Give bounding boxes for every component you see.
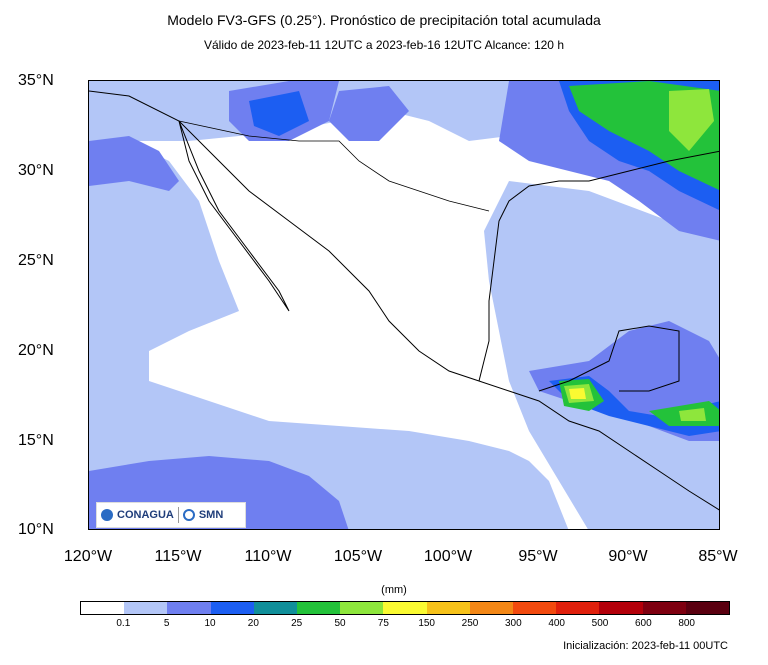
north-mid-precip	[329, 86, 409, 141]
lat-label-20: 20°N	[18, 342, 54, 359]
colorbar-tick-label: 400	[548, 618, 565, 629]
colorbar-tick-label: 500	[591, 618, 609, 629]
colorbar	[80, 601, 730, 615]
logo-separator	[177, 507, 179, 523]
colorbar-segment	[426, 602, 470, 614]
colorbar-segment	[297, 602, 341, 614]
colorbar-segment	[685, 602, 730, 614]
colorbar-tick-label: 250	[461, 618, 479, 629]
chart-subtitle: Válido de 2023-feb-11 12UTC a 2023-feb-1…	[203, 38, 564, 52]
colorbar-segment	[513, 602, 557, 614]
colorbar-segment	[210, 602, 254, 614]
colorbar-segment	[599, 602, 643, 614]
colorbar-tick-label: 600	[634, 618, 652, 629]
yucatan-coastline	[538, 325, 680, 392]
colorbar-tick-label: 5	[163, 618, 170, 629]
colorbar-tick-label: 10	[204, 618, 216, 629]
colorbar-tick-label: 20	[247, 618, 259, 629]
lon-label-90: 90°W	[608, 548, 648, 565]
lat-label-15: 15°N	[18, 432, 54, 449]
lat-label-35: 35°N	[18, 72, 54, 89]
lon-label-95: 95°W	[518, 548, 558, 565]
lon-label-105: 105°W	[333, 548, 383, 565]
colorbar-segment	[253, 602, 298, 614]
colorbar-tick-label: 75	[377, 618, 389, 629]
colorbar-tick-label: 50	[334, 618, 346, 629]
nw-medium-precip	[89, 136, 179, 191]
lat-label-25: 25°N	[18, 252, 54, 269]
lon-label-85: 85°W	[698, 548, 738, 565]
colorbar-tick-label: 800	[678, 618, 695, 629]
smn-logo-icon	[182, 509, 195, 521]
colorbar-tick-label: 0.1	[116, 618, 131, 629]
colorbar-segment	[642, 602, 686, 614]
lat-label-30: 30°N	[18, 162, 54, 179]
lat-label-10: 10°N	[18, 521, 54, 538]
colorbar-tick-label: 300	[504, 618, 522, 629]
colorbar-segment	[383, 602, 427, 614]
initialization-time: Inicialización: 2023-feb-11 00UTC	[563, 640, 728, 652]
lon-label-115: 115°W	[154, 548, 202, 565]
colorbar-segment	[469, 602, 514, 614]
map-svg	[89, 81, 719, 529]
colorbar-segment	[340, 602, 384, 614]
conagua-logo-text: CONAGUA	[117, 509, 174, 521]
precipitation-map	[88, 80, 720, 530]
colorbar-segment	[167, 602, 211, 614]
colorbar-segment	[556, 602, 600, 614]
colorbar-tick-label: 150	[418, 618, 435, 629]
lon-label-100: 100°W	[423, 548, 473, 565]
lon-label-110: 110°W	[244, 548, 292, 565]
smn-logo-text: SMN	[198, 509, 224, 521]
baja-coastline	[178, 120, 290, 312]
se-yellow-precip	[569, 388, 586, 399]
lon-label-120: 120°W	[63, 548, 113, 565]
colorbar-unit: (mm)	[381, 584, 407, 596]
se-lightgreen-precip-2	[679, 408, 706, 421]
colorbar-segment	[124, 602, 168, 614]
ne-lightgreen-precip	[669, 89, 714, 151]
pacific-light-precip	[89, 141, 569, 529]
conagua-smn-logo: CONAGUA SMN	[96, 502, 246, 528]
colorbar-segment	[81, 602, 125, 614]
north-dark-precip	[249, 91, 309, 136]
conagua-logo-icon	[101, 509, 113, 521]
us-border	[178, 120, 490, 212]
gulf-coastline	[478, 150, 719, 382]
coastline	[89, 90, 719, 511]
colorbar-tick-label: 25	[291, 618, 303, 629]
chart-title: Modelo FV3-GFS (0.25°). Pronóstico de pr…	[167, 12, 601, 28]
